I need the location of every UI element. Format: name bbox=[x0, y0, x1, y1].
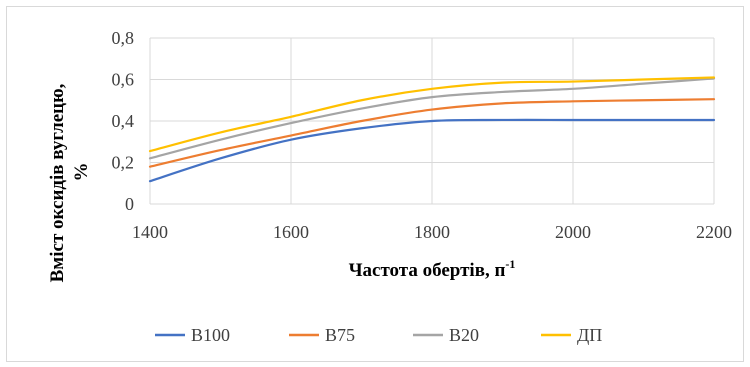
x-tick-label-0: 1400 bbox=[132, 222, 168, 242]
x-axis-title-main: Частота обертів, п bbox=[349, 260, 506, 281]
legend-label-1: В75 bbox=[325, 325, 355, 345]
series-line-0 bbox=[148, 118, 716, 183]
legend-label-2: В20 bbox=[449, 325, 479, 345]
series-lines bbox=[148, 76, 716, 183]
x-tick-label-4: 2200 bbox=[696, 222, 732, 242]
series-line-1 bbox=[148, 98, 716, 168]
series-line-3 bbox=[148, 76, 716, 153]
x-tick-label-3: 2000 bbox=[555, 222, 591, 242]
x-axis-title: Частота обертів, п-1 bbox=[349, 257, 516, 281]
x-tick-label-2: 1800 bbox=[414, 222, 450, 242]
series-line-2 bbox=[148, 77, 716, 160]
x-tick-labels: 1400 1600 1800 2000 2200 bbox=[132, 222, 732, 242]
legend-label-0: В100 bbox=[191, 325, 230, 345]
x-tick-label-1: 1600 bbox=[273, 222, 309, 242]
y-tick-label-0: 0 bbox=[125, 194, 134, 214]
legend: В100 В75 В20 ДП bbox=[155, 325, 602, 345]
y-tick-label-4: 0,8 bbox=[112, 28, 135, 48]
chart-frame bbox=[6, 6, 744, 362]
y-axis-title-line1: Вміст оксидів вуглецю, bbox=[47, 83, 68, 282]
y-axis-title-line2: % bbox=[71, 163, 92, 182]
legend-label-3: ДП bbox=[577, 325, 602, 345]
y-tick-label-2: 0,4 bbox=[112, 111, 135, 131]
y-tick-label-1: 0,2 bbox=[112, 153, 135, 173]
y-tick-label-3: 0,6 bbox=[112, 70, 135, 90]
x-axis-title-sup: -1 bbox=[505, 257, 515, 271]
y-tick-labels: 0 0,2 0,4 0,6 0,8 bbox=[112, 28, 135, 214]
